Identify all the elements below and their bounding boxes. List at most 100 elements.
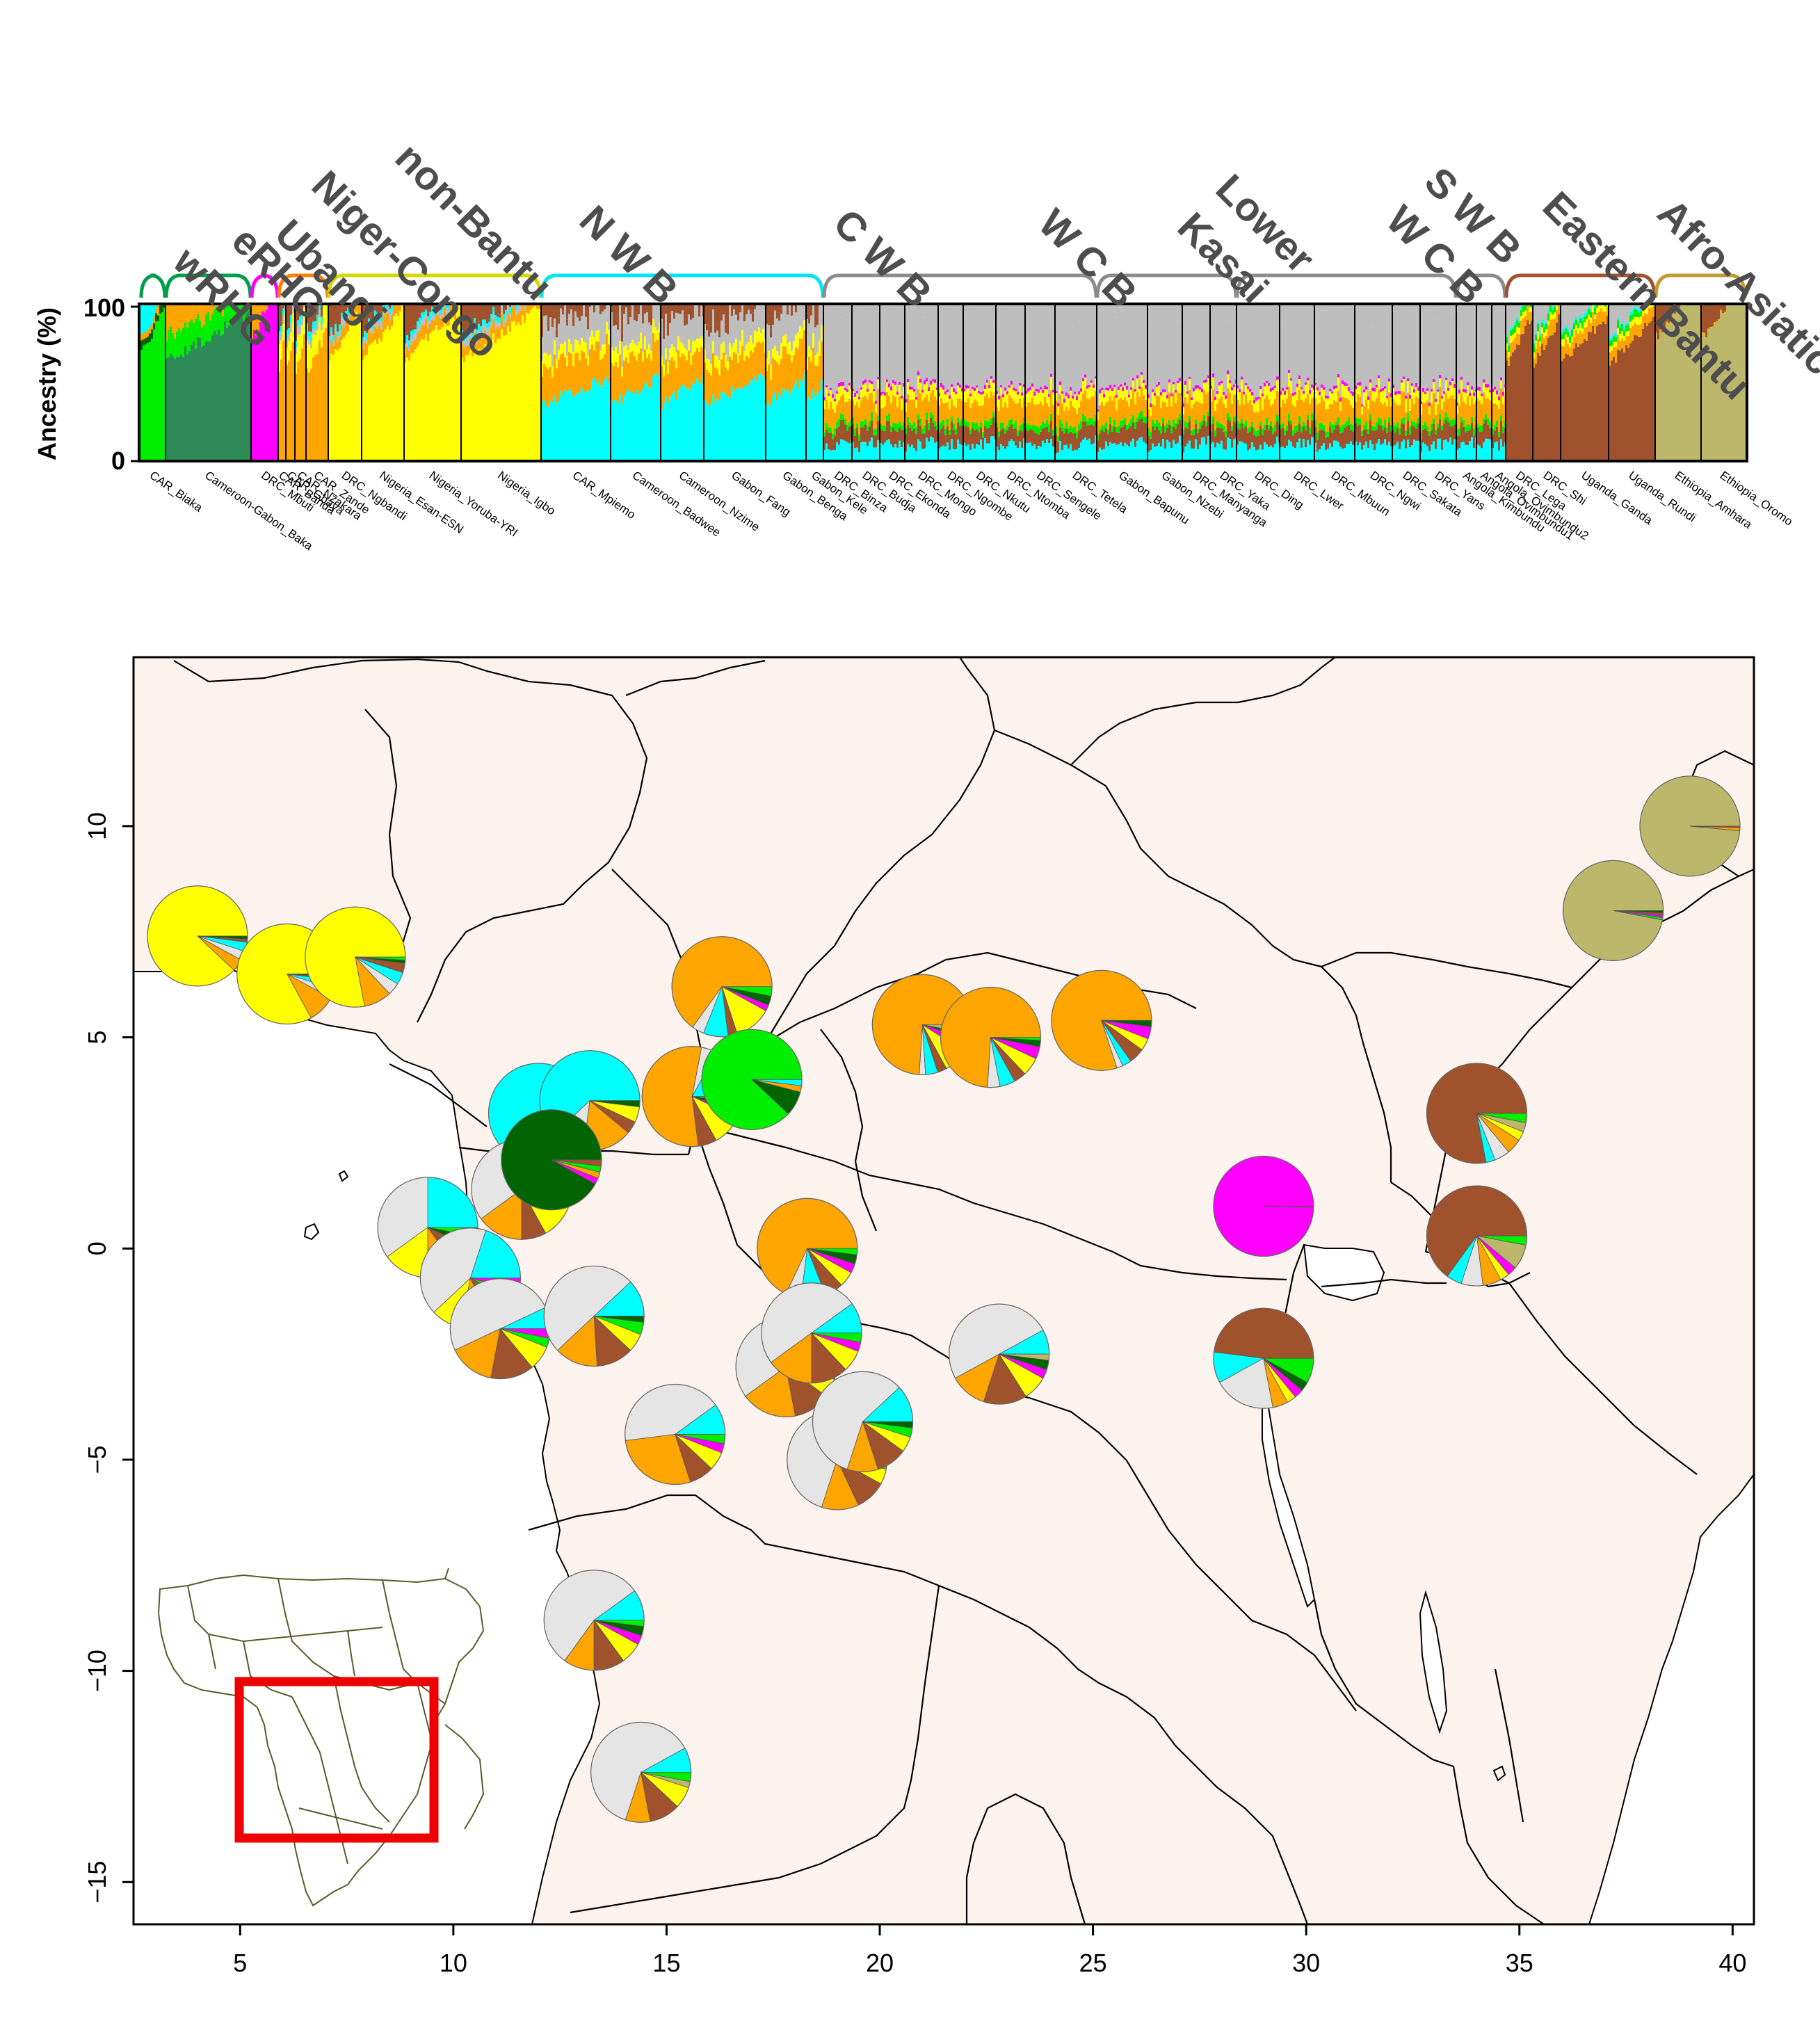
ancestry-bar-segment	[1268, 399, 1270, 425]
ancestry-bar-segment	[301, 325, 303, 348]
ancestry-bar-segment	[806, 357, 808, 371]
ancestry-bar-segment	[1456, 305, 1458, 310]
ancestry-bar-segment	[1195, 385, 1197, 389]
ancestry-bar-segment	[423, 339, 425, 460]
ancestry-bar-segment	[677, 305, 679, 314]
ancestry-bar-segment	[704, 348, 706, 363]
ancestry-bar-segment	[442, 316, 444, 328]
ancestry-bar-segment	[1339, 426, 1342, 434]
ancestry-bar-segment	[953, 423, 955, 430]
ancestry-bar-segment	[953, 430, 955, 449]
ancestry-bar-segment	[1435, 318, 1437, 399]
ancestry-bar-segment	[1479, 401, 1481, 426]
ancestry-bar-segment	[1231, 430, 1233, 448]
ancestry-bar-segment	[520, 305, 522, 311]
ancestry-bar-segment	[1128, 406, 1130, 424]
ancestry-bar-segment	[1055, 453, 1057, 460]
ancestry-bar-segment	[1168, 442, 1170, 460]
ancestry-bar-segment	[1093, 387, 1095, 397]
ancestry-bar-segment	[328, 350, 330, 361]
ancestry-bar-segment	[976, 387, 978, 401]
ancestry-bar-segment	[1473, 311, 1475, 393]
ancestry-bar-segment	[1245, 394, 1247, 421]
ancestry-bar-segment	[884, 442, 886, 460]
ancestry-bar-segment	[1465, 426, 1467, 433]
ancestry-bar-segment	[1563, 358, 1565, 460]
ancestry-bar-segment	[795, 335, 797, 348]
ancestry-bar-segment	[907, 424, 909, 444]
ancestry-bar-segment	[159, 305, 161, 314]
ancestry-bar-segment	[1223, 431, 1225, 449]
ancestry-bar-segment	[1227, 370, 1229, 375]
ancestry-bar-segment	[1718, 319, 1720, 321]
ancestry-bar-segment	[776, 362, 778, 401]
ancestry-bar-segment	[924, 317, 926, 380]
ancestry-bar-segment	[1382, 425, 1384, 430]
ancestry-bar-segment	[894, 430, 896, 444]
ancestry-bar-segment	[461, 305, 463, 327]
ancestry-bar-segment	[549, 354, 551, 367]
ancestry-bar-segment	[930, 417, 932, 437]
ancestry-bar-segment	[1311, 437, 1313, 460]
ancestry-bar-segment	[454, 319, 456, 460]
ancestry-bar-segment	[174, 359, 176, 460]
ancestry-bar-segment	[1272, 390, 1274, 405]
ancestry-bar-segment	[1268, 446, 1270, 460]
ancestry-bar-segment	[568, 352, 570, 389]
ancestry-bar-segment	[1210, 401, 1212, 425]
ancestry-bar-segment	[1253, 403, 1255, 412]
ancestry-bar-segment	[1078, 407, 1080, 425]
ancestry-bar-segment	[1068, 428, 1070, 434]
ancestry-bar-segment	[808, 356, 810, 397]
ancestry-bar-segment	[700, 305, 702, 306]
ancestry-bar-segment	[1492, 388, 1494, 392]
ancestry-bar-segment	[1305, 430, 1307, 448]
ancestry-bar-segment	[476, 344, 478, 354]
ancestry-bar-segment	[1080, 388, 1082, 392]
ancestry-bar-segment	[1508, 338, 1510, 344]
ancestry-bar-segment	[700, 347, 702, 384]
ancestry-bar-segment	[1411, 383, 1413, 386]
ancestry-bar-segment	[1527, 320, 1529, 460]
ancestry-bar-segment	[1520, 307, 1522, 311]
ancestry-bar-segment	[608, 382, 610, 460]
ancestry-bar-segment	[1374, 402, 1376, 427]
ancestry-bar-segment	[1458, 389, 1460, 394]
ancestry-bar-segment	[372, 317, 374, 321]
ancestry-bar-segment	[1445, 380, 1447, 394]
ancestry-bar-segment	[696, 348, 698, 378]
ancestry-bar-segment	[1145, 424, 1147, 444]
ancestry-bar-segment	[308, 344, 310, 373]
ancestry-bar-segment	[191, 311, 193, 320]
ancestry-bar-segment	[1134, 421, 1136, 429]
ancestry-bar-segment	[1239, 441, 1241, 460]
ancestry-bar-segment	[1233, 394, 1235, 417]
ancestry-bar-segment	[873, 305, 875, 389]
ancestry-bar-segment	[295, 373, 297, 460]
ancestry-bar-segment	[587, 355, 589, 366]
ancestry-bar-segment	[1042, 305, 1044, 331]
ancestry-bar-segment	[1004, 433, 1006, 449]
ancestry-bar-segment	[1070, 401, 1072, 426]
ancestry-bar-segment	[1339, 446, 1342, 460]
ancestry-bar-segment	[1156, 395, 1158, 420]
ancestry-bar-segment	[787, 314, 789, 344]
ancestry-bar-segment	[1640, 336, 1642, 460]
ancestry-bar-segment	[314, 321, 316, 329]
ancestry-bar-segment	[613, 366, 615, 400]
ancestry-bar-segment	[1567, 354, 1569, 460]
ancestry-bar-segment	[408, 360, 410, 460]
ancestry-bar-segment	[1489, 305, 1491, 332]
ancestry-bar-segment	[1565, 305, 1567, 321]
ancestry-bar-segment	[1363, 305, 1365, 390]
ancestry-bar-segment	[1311, 322, 1313, 385]
ancestry-bar-segment	[766, 371, 768, 405]
ancestry-bar-segment	[1476, 387, 1479, 391]
ancestry-bar-segment	[965, 445, 967, 460]
ancestry-bar-segment	[1327, 398, 1329, 409]
ancestry-bar-segment	[1288, 421, 1290, 440]
ancestry-bar-segment	[1052, 446, 1054, 460]
ancestry-bar-segment	[316, 311, 319, 315]
ancestry-bar-segment	[961, 401, 963, 419]
ancestry-bar-segment	[1282, 423, 1284, 428]
